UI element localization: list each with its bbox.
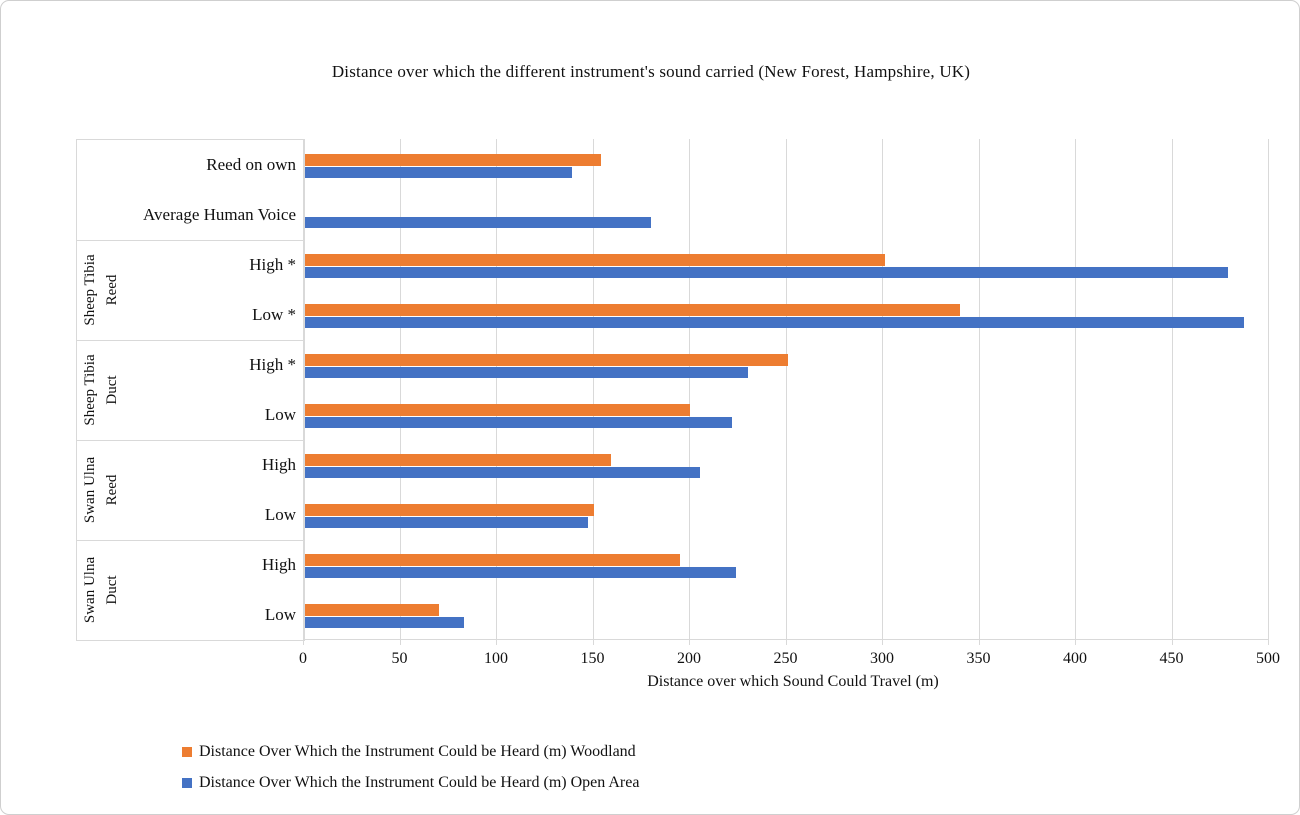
bar-open-area	[304, 217, 652, 228]
gridline	[496, 139, 497, 639]
bar-open-area	[304, 417, 733, 428]
legend-swatch-woodland	[182, 747, 192, 757]
bar-woodland	[304, 154, 602, 166]
axis-tick	[303, 639, 304, 645]
x-tick-label: 100	[484, 650, 508, 667]
bar-open-area	[304, 267, 1229, 278]
x-tick-label: 450	[1159, 650, 1184, 667]
axis-tick	[399, 639, 401, 645]
bar-woodland	[304, 554, 681, 566]
category-label: Reed on own	[206, 155, 296, 174]
gridline	[592, 139, 594, 639]
group-label-box: Sheep Tibia Duct	[77, 340, 127, 440]
gridline	[1075, 139, 1076, 639]
gridline	[785, 139, 787, 639]
group-label-line: Sheep Tibia	[82, 354, 98, 426]
category-label: High *	[249, 255, 296, 274]
group-label: Swan Ulna Reed	[79, 440, 125, 540]
group-label-line: Reed	[104, 274, 120, 306]
gridline	[303, 139, 304, 639]
axis-tick	[689, 639, 690, 645]
category-label: Low	[264, 505, 296, 524]
bar-open-area	[304, 167, 573, 178]
group-label-box: Swan Ulna Duct	[77, 540, 127, 640]
axis-tick	[882, 639, 883, 645]
legend-swatch-open-area	[182, 778, 192, 788]
bar-open-area	[304, 467, 700, 478]
bar-open-area	[304, 317, 1244, 328]
x-axis-line	[303, 639, 1268, 640]
group-label-box: Swan Ulna Reed	[77, 440, 127, 540]
category-label: High	[262, 455, 296, 474]
group-label-line: Reed	[104, 474, 120, 506]
group-separator	[77, 240, 304, 241]
x-tick-label: 400	[1063, 650, 1087, 667]
axis-tick	[785, 639, 787, 645]
x-tick-label: 50	[391, 650, 408, 667]
group-label: Swan Ulna Duct	[79, 540, 125, 640]
bar-woodland	[304, 604, 440, 616]
axis-tick	[496, 639, 497, 645]
bar-woodland	[304, 304, 961, 316]
axis-tick	[592, 639, 594, 645]
legend-label: Distance Over Which the Instrument Could…	[199, 774, 640, 791]
category-label: High	[262, 555, 296, 574]
axis-tick	[1171, 639, 1173, 645]
group-label-line: Duct	[104, 575, 120, 605]
legend-item: Distance Over Which the Instrument Could…	[182, 774, 639, 792]
axis-tick	[1075, 639, 1076, 645]
group-label: Sheep Tibia Duct	[79, 340, 125, 440]
x-axis-title: Distance over which Sound Could Travel (…	[647, 673, 939, 690]
legend-label: Distance Over Which the Instrument Could…	[199, 743, 636, 760]
gridline	[978, 139, 980, 639]
category-axis: Reed on own Average Human Voice High * Low …	[76, 139, 305, 641]
group-separator	[77, 540, 304, 541]
group-label: Sheep Tibia Reed	[79, 240, 125, 340]
gridline	[689, 139, 690, 639]
x-tick-label: 300	[870, 650, 894, 667]
axis-tick	[1268, 639, 1269, 645]
legend-item: Distance Over Which the Instrument Could…	[182, 743, 636, 761]
group-separator	[77, 340, 304, 341]
gridline	[1171, 139, 1173, 639]
category-label: Average Human Voice	[143, 205, 296, 224]
group-label-line: Duct	[104, 375, 120, 405]
category-label: Low	[264, 605, 296, 624]
group-label-box: Sheep Tibia Reed	[77, 240, 127, 340]
x-tick-label: 150	[580, 650, 605, 667]
category-label: High *	[249, 355, 296, 374]
bar-woodland	[304, 404, 690, 416]
gridline	[1268, 139, 1269, 639]
group-label-line: Sheep Tibia	[82, 254, 98, 326]
x-tick-label: 0	[299, 650, 307, 667]
group-separator	[77, 440, 304, 441]
bar-woodland	[304, 254, 885, 266]
group-label-line: Swan Ulna	[82, 456, 98, 524]
bar-open-area	[304, 517, 588, 528]
gridline	[399, 139, 401, 639]
bar-open-area	[304, 617, 465, 628]
x-tick-label: 500	[1256, 650, 1280, 667]
chart-title: Distance over which the different instru…	[331, 62, 971, 81]
category-label: Low *	[252, 305, 296, 324]
gridline	[882, 139, 883, 639]
x-tick-label: 350	[966, 650, 991, 667]
group-label-line: Swan Ulna	[82, 556, 98, 624]
bar-woodland	[304, 354, 789, 366]
x-tick-label: 250	[773, 650, 798, 667]
category-label: Low	[264, 405, 296, 424]
axis-tick	[978, 639, 980, 645]
x-tick-label: 200	[677, 650, 701, 667]
bar-woodland	[304, 454, 611, 466]
bar-woodland	[304, 504, 594, 516]
bar-open-area	[304, 367, 748, 378]
bar-open-area	[304, 567, 737, 578]
